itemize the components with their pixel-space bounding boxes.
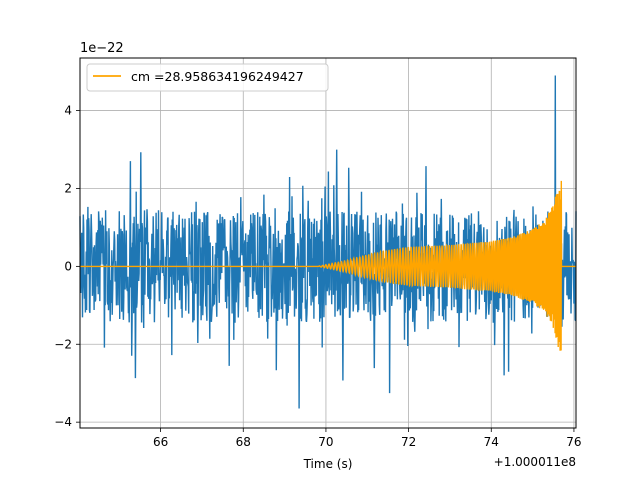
y-tick-label: −2 [54,337,72,351]
y-tick-label: 4 [64,104,72,118]
y-tick-label: 0 [64,259,72,273]
strain-line [79,75,577,409]
x-tick-label: 70 [318,435,333,449]
x-offset-label: +1.000011e8 [494,455,576,469]
legend-box [86,63,329,92]
y-tick-label: −4 [54,415,72,429]
x-axis-label: Time (s) [303,457,353,471]
x-tick-label: 74 [484,435,499,449]
x-tick-label: 66 [153,435,168,449]
x-tick-label: 68 [236,435,251,449]
ticks: 66 68 70 72 74 76 −4 −2 0 2 4 [54,104,581,449]
series-template [80,180,576,351]
x-tick-label: 72 [401,435,416,449]
x-tick-label: 76 [566,435,581,449]
y-scale-label: 1e−22 [80,41,124,56]
template-line [80,180,576,351]
y-tick-label: 2 [64,181,72,195]
legend: cm =28.958634196249427 [86,63,329,92]
axes-frame [79,57,577,429]
legend-label-template: cm =28.958634196249427 [131,69,304,84]
series-strain [79,75,577,409]
